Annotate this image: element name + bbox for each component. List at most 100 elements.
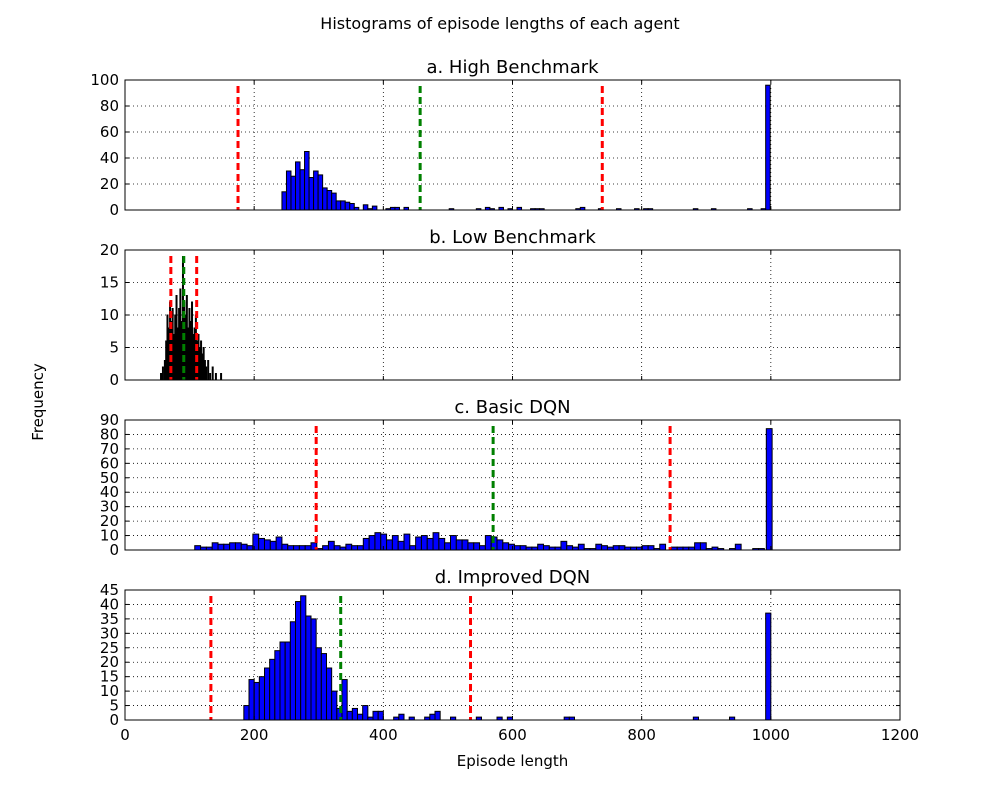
histogram-bar [315, 647, 322, 721]
histogram-bar [450, 535, 457, 551]
histogram-bar [444, 542, 451, 551]
histogram-bar [618, 545, 626, 551]
figure-title: Histograms of episode lengths of each ag… [320, 14, 680, 33]
histogram-bar [386, 539, 393, 551]
histogram-bar [258, 676, 266, 721]
histogram-bar [641, 545, 649, 551]
histogram-bar [333, 545, 341, 551]
y-tick-label: 0 [109, 371, 119, 389]
histogram-bar [765, 428, 773, 551]
histogram-bar [647, 545, 655, 551]
histogram-bar [308, 177, 315, 211]
histogram-bar [234, 542, 242, 551]
histogram-bar [313, 170, 319, 211]
histogram-bar [429, 713, 436, 721]
histogram-bar [290, 175, 296, 211]
histogram-bar [357, 713, 364, 721]
histogram-bar [229, 542, 236, 551]
y-tick-label: 10 [100, 306, 119, 324]
y-tick-label: 25 [100, 639, 119, 657]
histogram-bar [300, 595, 307, 721]
x-tick-label: 200 [240, 726, 269, 744]
histogram-bar [194, 545, 202, 551]
histogram-bar [479, 545, 486, 551]
x-tick-label: 1200 [881, 726, 919, 744]
y-tick-label: 15 [100, 274, 119, 292]
histogram-bar [298, 545, 306, 551]
histogram-bar [345, 543, 353, 551]
histogram-bar [438, 537, 446, 551]
y-tick-label: 15 [100, 668, 119, 686]
histogram-bar [601, 545, 608, 551]
histogram-bar [346, 710, 353, 721]
histogram-bar [211, 542, 219, 551]
histogram-bar [320, 653, 328, 721]
histogram-bar [274, 650, 281, 721]
histogram-bar [434, 710, 441, 721]
histogram-bar [317, 174, 324, 211]
histogram-bar [461, 539, 469, 551]
y-tick-label: 100 [90, 71, 119, 89]
histogram-bar [246, 545, 254, 551]
histogram-bar [397, 540, 405, 551]
panel-title: a. High Benchmark [426, 57, 599, 78]
histogram-bar [287, 545, 295, 551]
histogram-bar [368, 535, 376, 551]
histogram-bar [455, 539, 463, 551]
histogram-bar [496, 539, 504, 551]
panel-title: b. Low Benchmark [429, 227, 596, 248]
histogram-bar [331, 192, 337, 211]
histogram-bar [281, 191, 287, 211]
histogram-bar [362, 705, 369, 721]
y-tick-label: 0 [109, 201, 119, 219]
histogram-bar [357, 545, 364, 551]
histogram-bar [765, 612, 772, 721]
y-tick-label: 60 [100, 123, 119, 141]
y-tick-label: 20 [100, 241, 119, 259]
y-tick-label: 90 [100, 411, 119, 429]
histogram-bar [223, 543, 231, 551]
y-tick-label: 45 [100, 581, 119, 599]
histogram-bar [566, 545, 574, 551]
histogram-bar [209, 373, 212, 381]
histogram-bar [403, 533, 411, 551]
y-tick-label: 40 [100, 149, 119, 167]
histogram-bar [409, 545, 417, 551]
histogram-bar [362, 537, 370, 551]
y-tick-label: 50 [100, 469, 119, 487]
y-tick-label: 70 [100, 440, 119, 458]
y-tick-label: 30 [100, 498, 119, 516]
histogram-bar [205, 366, 208, 381]
histogram-bar [211, 366, 214, 381]
histogram-bar [612, 545, 620, 551]
histogram-bar [765, 84, 771, 211]
histogram-bar [398, 713, 405, 721]
histogram-bar [519, 545, 527, 551]
histogram-bar [161, 366, 164, 381]
histogram-bar [160, 373, 163, 381]
histogram-bar [484, 535, 492, 551]
histogram-bar [279, 641, 286, 721]
histogram-bar [264, 539, 271, 551]
x-axis-label: Episode length [456, 752, 569, 770]
histogram-bar [371, 205, 378, 211]
histogram-bar [299, 169, 306, 211]
histogram-bar [295, 601, 302, 721]
histogram-bar [295, 161, 301, 211]
x-tick-label: 400 [369, 726, 398, 744]
histogram-bar [335, 200, 342, 211]
histogram-bar [595, 543, 603, 551]
histogram-bar [513, 545, 521, 551]
histogram-bar [341, 679, 348, 721]
panel-title: c. Basic DQN [454, 397, 570, 418]
y-tick-label: 40 [100, 483, 119, 501]
y-tick-label: 35 [100, 610, 119, 628]
y-tick-label: 20 [100, 512, 119, 530]
y-tick-label: 20 [100, 175, 119, 193]
histogram-bar [502, 542, 510, 551]
histogram-bar [304, 151, 310, 211]
histogram-bar [214, 373, 217, 381]
histogram-bar [293, 545, 300, 551]
histogram-bar [304, 545, 312, 551]
